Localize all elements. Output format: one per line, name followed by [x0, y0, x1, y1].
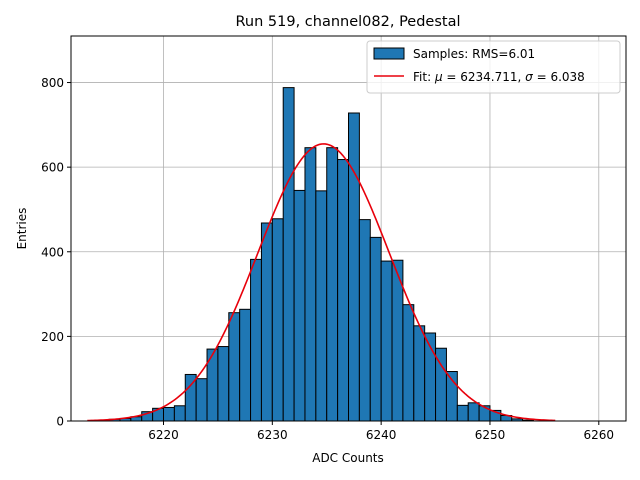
- legend: Samples: RMS=6.01 Fit: μ = 6234.711, σ =…: [366, 40, 621, 94]
- x-tick-label-0: 6220: [148, 428, 179, 442]
- histogram-bar-28: [402, 304, 415, 422]
- histogram-bar-23: [348, 112, 360, 422]
- axes-frame: [70, 35, 627, 422]
- histogram-bar-25: [369, 236, 382, 422]
- histogram-bar-9: [195, 378, 208, 422]
- legend-fit-prefix: Fit:: [413, 70, 435, 84]
- x-tick-label-1: 6230: [257, 428, 288, 442]
- histogram-bar-7: [173, 405, 186, 422]
- legend-fit-mu-value: = 6234.711,: [443, 70, 526, 84]
- histogram-bar-34: [467, 402, 480, 422]
- y-axis-label: Entries: [15, 208, 29, 250]
- histogram-bar-24: [358, 219, 371, 422]
- histogram-bar-33: [456, 404, 469, 422]
- histogram-bar-6: [163, 406, 175, 422]
- histogram-bar-18: [293, 189, 306, 422]
- legend-fit-label: Fit: μ = 6234.711, σ = 6.038: [413, 70, 585, 84]
- histogram-bar-26: [380, 260, 393, 422]
- histogram-bars: [97, 87, 535, 422]
- y-tick-label-4: 800: [41, 76, 64, 90]
- histogram-bar-16: [271, 218, 284, 422]
- chart-title: Run 519, channel082, Pedestal: [235, 14, 460, 30]
- histogram-bar-19: [304, 147, 317, 422]
- legend-histogram-label: Samples: RMS=6.01: [413, 47, 535, 61]
- histogram-bar-13: [239, 308, 252, 422]
- histogram-bar-15: [260, 222, 273, 422]
- legend-histogram-swatch: [373, 47, 405, 60]
- histogram-bar-29: [413, 325, 426, 422]
- histogram-bar-21: [326, 147, 339, 422]
- y-tick-label-1: 200: [41, 330, 64, 344]
- legend-fit-mu-symbol: μ: [434, 70, 443, 84]
- x-axis-label: ADC Counts: [312, 451, 384, 465]
- axis-ticks: 6220 6230 6240 6250 6260 0 200 400 600 800: [41, 76, 614, 442]
- y-tick-label-2: 400: [41, 245, 64, 259]
- x-tick-label-2: 6240: [366, 428, 397, 442]
- histogram-bar-14: [250, 258, 262, 422]
- histogram-bar-17: [282, 87, 295, 422]
- y-tick-label-0: 0: [56, 415, 64, 429]
- histogram-bar-20: [315, 190, 328, 422]
- x-tick-label-4: 6260: [584, 428, 615, 442]
- histogram-bar-11: [217, 346, 230, 422]
- legend-fit-sigma-symbol: σ: [525, 70, 533, 84]
- legend-box: [366, 40, 621, 94]
- plot-area: 6220 6230 6240 6250 6260 0 200 400 600 800: [41, 35, 627, 442]
- y-tick-label-3: 600: [41, 161, 64, 175]
- fit-curve: [87, 143, 556, 422]
- x-tick-label-3: 6250: [475, 428, 506, 442]
- histogram-bar-22: [337, 159, 349, 422]
- legend-fit-sigma-value: = 6.038: [533, 70, 585, 84]
- histogram-bar-12: [228, 312, 241, 422]
